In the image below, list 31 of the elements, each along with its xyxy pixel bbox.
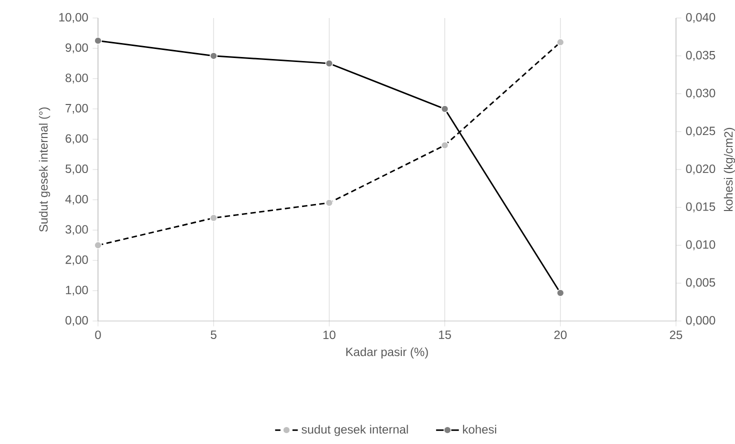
y2-tick-label: 0,000 bbox=[686, 316, 716, 326]
y-tick-label: 2,00 bbox=[66, 255, 88, 266]
y-tick-label: 5,00 bbox=[66, 164, 88, 174]
y-tick-label: 6,00 bbox=[66, 134, 88, 144]
y2-tick-label: 0,025 bbox=[686, 126, 716, 137]
y2-tick-label: 0,020 bbox=[686, 164, 716, 174]
y2-tick-label: 0,005 bbox=[686, 278, 716, 288]
y2-tick-label: 0,015 bbox=[686, 202, 716, 212]
legend-label: sudut gesek internal bbox=[302, 424, 408, 436]
y-tick-label: 3,00 bbox=[66, 225, 88, 236]
x-tick-label: 5 bbox=[210, 330, 216, 339]
y2-tick-label: 0,040 bbox=[686, 13, 716, 23]
y-tick-label: 0,00 bbox=[66, 316, 88, 326]
y2-tick-label: 0,010 bbox=[686, 240, 716, 250]
y2-tick-label: 0,035 bbox=[686, 50, 716, 61]
x-tick-label: 0 bbox=[95, 330, 101, 340]
legend-label: kohesi bbox=[463, 424, 496, 434]
y-tick-label: 7,00 bbox=[66, 104, 88, 114]
y-tick-label: 4,00 bbox=[65, 194, 88, 205]
x-tick-label: 25 bbox=[670, 330, 682, 340]
y2-axis-title: kohesi (kg/cm2) bbox=[724, 128, 735, 212]
y-tick-label: 10,00 bbox=[59, 13, 88, 23]
y-tick-label: 1,00 bbox=[66, 286, 88, 296]
y-tick-label: 8,00 bbox=[66, 74, 88, 84]
x-axis-title: Kadar pasir (%) bbox=[346, 347, 428, 359]
x-tick-label: 15 bbox=[439, 330, 451, 339]
y-tick-label: 9,00 bbox=[66, 43, 88, 54]
y-axis-title: Sudut gesek internal (°) bbox=[38, 107, 50, 232]
y2-tick-label: 0,030 bbox=[686, 88, 716, 99]
x-tick-label: 20 bbox=[554, 330, 567, 340]
x-tick-label: 10 bbox=[323, 330, 336, 340]
